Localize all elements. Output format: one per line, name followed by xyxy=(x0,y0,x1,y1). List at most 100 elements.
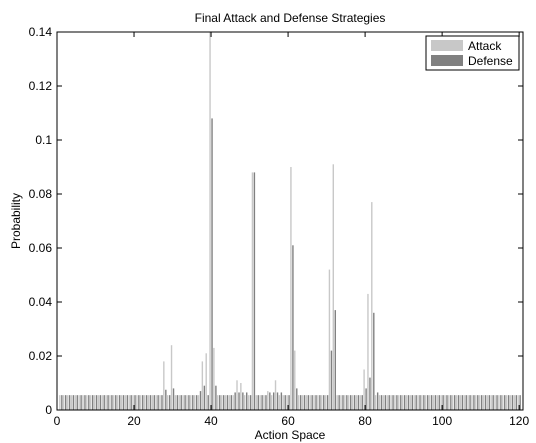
defense-bar-67 xyxy=(315,395,317,410)
defense-bar-90 xyxy=(403,395,406,410)
legend-label-attack: Attack xyxy=(468,39,502,53)
defense-bar-107 xyxy=(469,395,471,410)
attack-bar-50 xyxy=(247,395,250,410)
defense-bar-120 xyxy=(519,395,521,410)
defense-bar-57 xyxy=(276,392,279,410)
defense-bar-65 xyxy=(307,395,310,410)
attack-bar-5 xyxy=(74,395,76,410)
defense-bar-83 xyxy=(376,392,379,410)
attack-bar-47 xyxy=(236,380,238,410)
attack-bar-99 xyxy=(436,395,438,410)
defense-bar-26 xyxy=(157,395,159,410)
attack-bar-8 xyxy=(86,395,88,410)
defense-bar-84 xyxy=(380,395,383,410)
attack-bar-114 xyxy=(494,395,496,410)
attack-bar-88 xyxy=(394,395,396,410)
attack-bar-64 xyxy=(301,395,304,410)
attack-bar-13 xyxy=(105,395,107,410)
defense-bar-80 xyxy=(365,388,367,410)
defense-bar-23 xyxy=(145,395,148,410)
defense-bar-48 xyxy=(242,392,244,410)
attack-bar-43 xyxy=(220,395,223,410)
attack-bar-89 xyxy=(398,395,400,410)
y-axis-label: Probability xyxy=(9,193,23,249)
attack-bar-28 xyxy=(163,361,165,410)
defense-bar-20 xyxy=(134,395,136,410)
defense-bar-69 xyxy=(323,395,325,410)
defense-bar-4 xyxy=(72,395,75,410)
attack-bar-74 xyxy=(340,395,342,410)
attack-bar-14 xyxy=(109,395,111,410)
defense-bar-13 xyxy=(107,395,109,410)
attack-bar-10 xyxy=(93,395,96,410)
attack-bar-58 xyxy=(278,395,281,410)
defense-bar-77 xyxy=(353,395,356,410)
defense-bar-35 xyxy=(192,395,194,410)
attack-bar-48 xyxy=(240,383,242,410)
attack-bar-91 xyxy=(405,395,408,410)
defense-bar-22 xyxy=(142,395,144,410)
x-axis-label: Action Space xyxy=(255,428,326,442)
attack-bar-60 xyxy=(286,395,288,410)
attack-bar-24 xyxy=(147,395,150,410)
attack-bar-23 xyxy=(143,395,146,410)
defense-bar-111 xyxy=(484,395,487,410)
attack-bar-27 xyxy=(159,395,161,410)
attack-bar-3 xyxy=(66,395,69,410)
defense-bar-19 xyxy=(130,395,132,410)
attack-bar-21 xyxy=(136,395,138,410)
defense-bar-119 xyxy=(515,395,517,410)
defense-bar-9 xyxy=(91,395,94,410)
defense-bar-74 xyxy=(342,395,344,410)
y-tick-label: 0.12 xyxy=(29,79,53,93)
attack-bar-17 xyxy=(120,395,123,410)
defense-bar-100 xyxy=(442,395,444,410)
y-tick-label: 0.1 xyxy=(35,133,52,147)
defense-bar-45 xyxy=(230,395,233,410)
defense-bar-31 xyxy=(176,395,179,410)
attack-bar-69 xyxy=(321,395,323,410)
attack-bar-104 xyxy=(455,395,458,410)
defense-bar-64 xyxy=(303,395,306,410)
defense-bar-97 xyxy=(430,395,433,410)
attack-bar-97 xyxy=(428,395,431,410)
attack-bar-76 xyxy=(347,395,350,410)
attack-bar-66 xyxy=(309,395,311,410)
defense-bar-86 xyxy=(388,395,390,410)
defense-bar-46 xyxy=(234,392,236,410)
ticks-layer: 0 20 40 60 80 100 120 0 0.02 0.04 0.06 0.08 0.1 0.12 0… xyxy=(29,25,530,428)
defense-bar-30 xyxy=(172,388,175,410)
attack-bar-77 xyxy=(351,395,354,410)
defense-bar-76 xyxy=(349,395,352,410)
defense-bar-39 xyxy=(207,395,209,410)
attack-bar-18 xyxy=(124,395,127,410)
y-tick-label: 0.02 xyxy=(29,349,53,363)
defense-bar-79 xyxy=(361,395,363,410)
defense-bar-66 xyxy=(311,395,313,410)
attack-bar-115 xyxy=(498,395,500,410)
defense-bar-47 xyxy=(238,392,240,410)
defense-bar-36 xyxy=(195,395,198,410)
defense-bar-81 xyxy=(369,377,371,410)
attack-bar-105 xyxy=(459,395,462,410)
defense-bar-117 xyxy=(507,395,510,410)
attack-bar-22 xyxy=(140,395,142,410)
attack-bar-87 xyxy=(390,395,392,410)
attack-bar-116 xyxy=(502,395,504,410)
defense-bar-51 xyxy=(253,172,256,410)
defense-bar-96 xyxy=(427,395,429,410)
attack-bar-46 xyxy=(232,395,234,410)
x-tick-label: 60 xyxy=(281,414,295,428)
attack-bar-15 xyxy=(113,395,115,410)
attack-bar-67 xyxy=(313,395,315,410)
attack-bar-94 xyxy=(417,395,419,410)
defense-bar-70 xyxy=(326,395,329,410)
attack-bar-111 xyxy=(482,395,485,410)
legend-swatch-attack xyxy=(431,40,463,51)
defense-bar-50 xyxy=(249,395,252,410)
attack-bar-38 xyxy=(201,361,204,410)
x-tick-label: 40 xyxy=(204,414,218,428)
attack-bar-80 xyxy=(363,369,365,410)
defense-bar-6 xyxy=(80,395,82,410)
